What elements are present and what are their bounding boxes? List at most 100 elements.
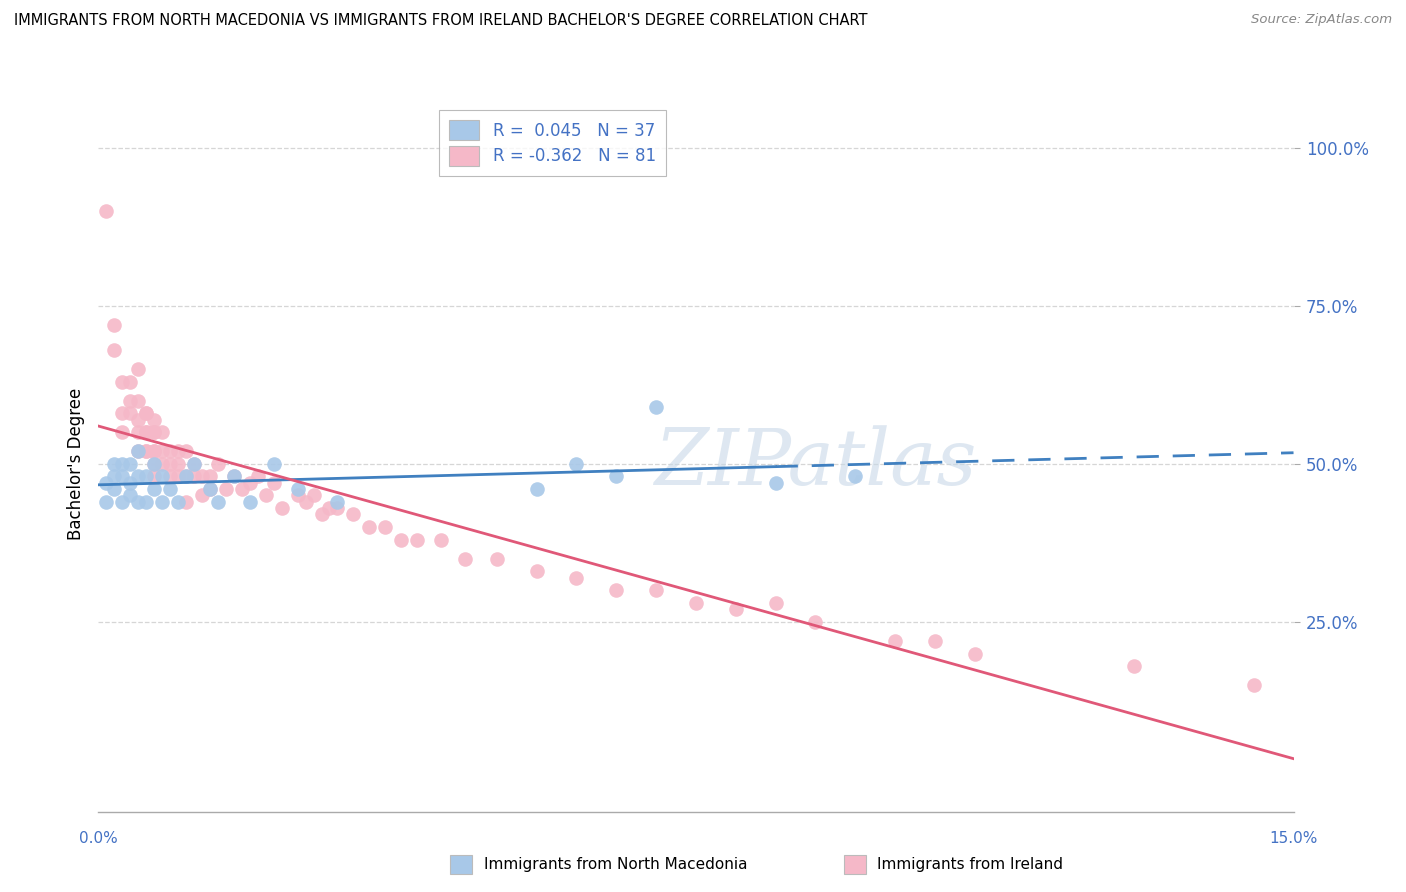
Point: [207, 495, 229, 509]
Point: [143, 412, 166, 426]
Point: [198, 469, 221, 483]
Point: [191, 488, 214, 502]
Point: [645, 400, 668, 414]
Point: [96, 475, 118, 490]
Point: [120, 393, 142, 408]
Point: [389, 533, 412, 547]
Point: [302, 488, 325, 502]
Point: [1123, 659, 1146, 673]
Point: [565, 457, 588, 471]
Point: [127, 444, 149, 458]
Point: [207, 457, 229, 471]
Point: [174, 444, 197, 458]
Point: [135, 495, 157, 509]
Point: [143, 457, 166, 471]
Point: [159, 469, 181, 483]
Point: [143, 444, 166, 458]
Point: [96, 203, 118, 218]
Point: [143, 425, 166, 440]
Point: [239, 495, 262, 509]
Point: [963, 647, 986, 661]
Point: [143, 444, 166, 458]
Text: Immigrants from Ireland: Immigrants from Ireland: [877, 857, 1063, 871]
Point: [215, 482, 238, 496]
Point: [159, 482, 181, 496]
Point: [150, 495, 173, 509]
Point: [231, 482, 253, 496]
Point: [263, 475, 285, 490]
Point: [765, 596, 787, 610]
Point: [120, 406, 142, 420]
Point: [143, 482, 166, 496]
Point: [150, 469, 173, 483]
Point: [159, 444, 181, 458]
Point: [605, 583, 627, 598]
Point: [174, 469, 197, 483]
Point: [246, 469, 269, 483]
Point: [222, 469, 245, 483]
Point: [111, 457, 134, 471]
Point: [924, 634, 946, 648]
Point: [127, 425, 149, 440]
Text: Immigrants from North Macedonia: Immigrants from North Macedonia: [484, 857, 747, 871]
Text: ZIPatlas: ZIPatlas: [654, 425, 977, 502]
Point: [270, 501, 292, 516]
Point: [239, 475, 262, 490]
Point: [96, 495, 118, 509]
Point: [135, 425, 157, 440]
Point: [150, 425, 173, 440]
Text: IMMIGRANTS FROM NORTH MACEDONIA VS IMMIGRANTS FROM IRELAND BACHELOR'S DEGREE COR: IMMIGRANTS FROM NORTH MACEDONIA VS IMMIG…: [14, 13, 868, 29]
Point: [103, 318, 125, 332]
Point: [167, 457, 190, 471]
Point: [1243, 678, 1265, 692]
Point: [167, 469, 190, 483]
Point: [127, 444, 149, 458]
Point: [765, 475, 787, 490]
Point: [174, 495, 197, 509]
Point: [485, 551, 508, 566]
Point: [605, 469, 627, 483]
Point: [183, 469, 205, 483]
Point: [406, 533, 429, 547]
Legend: R =  0.045   N = 37, R = -0.362   N = 81: R = 0.045 N = 37, R = -0.362 N = 81: [439, 111, 666, 176]
Point: [127, 393, 149, 408]
Point: [311, 508, 333, 522]
Point: [645, 583, 668, 598]
Point: [143, 425, 166, 440]
Point: [526, 565, 548, 579]
Point: [143, 469, 166, 483]
Y-axis label: Bachelor's Degree: Bachelor's Degree: [66, 388, 84, 540]
Point: [135, 406, 157, 420]
Point: [263, 457, 285, 471]
Point: [103, 482, 125, 496]
Point: [167, 444, 190, 458]
Point: [430, 533, 453, 547]
Point: [454, 551, 477, 566]
Point: [135, 406, 157, 420]
Point: [198, 482, 221, 496]
Point: [884, 634, 907, 648]
Point: [359, 520, 381, 534]
Point: [183, 457, 205, 471]
Point: [143, 457, 166, 471]
Point: [685, 596, 707, 610]
Point: [111, 495, 134, 509]
Point: [287, 488, 309, 502]
Point: [198, 482, 221, 496]
Point: [167, 495, 190, 509]
Point: [135, 444, 157, 458]
Point: [127, 412, 149, 426]
Point: [844, 469, 866, 483]
Point: [342, 508, 364, 522]
Point: [111, 375, 134, 389]
Point: [191, 469, 214, 483]
Point: [150, 444, 173, 458]
Point: [127, 469, 149, 483]
Point: [120, 475, 142, 490]
Point: [127, 362, 149, 376]
Point: [565, 571, 588, 585]
Point: [135, 444, 157, 458]
Point: [222, 469, 245, 483]
Point: [150, 457, 173, 471]
Point: [287, 482, 309, 496]
